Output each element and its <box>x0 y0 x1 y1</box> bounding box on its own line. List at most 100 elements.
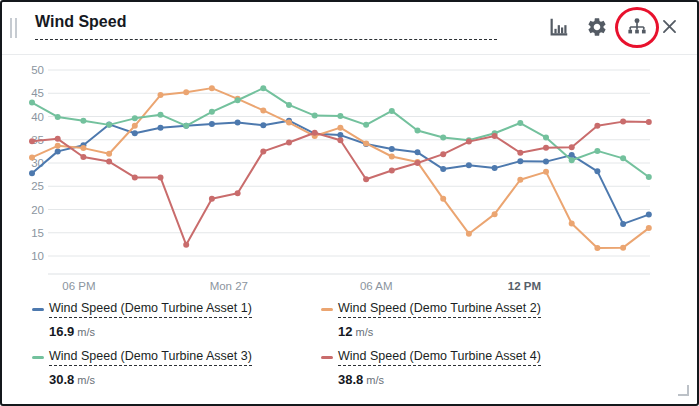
data-point <box>80 145 86 151</box>
data-point <box>517 150 523 156</box>
chart-type-button[interactable] <box>547 16 571 40</box>
data-point <box>569 144 575 150</box>
data-point <box>132 174 138 180</box>
legend-item-asset-2: Wind Speed (Demo Turbine Asset 2) 12m/s <box>321 301 610 340</box>
resize-handle-icon[interactable] <box>678 385 689 396</box>
legend-item-asset-1: Wind Speed (Demo Turbine Asset 1) 16.9m/… <box>32 301 321 340</box>
data-point <box>363 122 369 128</box>
data-point <box>183 123 189 129</box>
data-point <box>260 85 266 91</box>
x-axis-tick-label: Mon 27 <box>210 280 248 292</box>
data-point <box>363 140 369 146</box>
data-point <box>337 132 343 138</box>
gear-icon <box>586 16 608 41</box>
data-point <box>543 134 549 140</box>
data-point <box>286 140 292 146</box>
data-point <box>440 151 446 157</box>
data-point <box>183 89 189 95</box>
data-point <box>209 121 215 127</box>
widget-toolbar <box>547 2 681 54</box>
data-point <box>389 146 395 152</box>
data-point <box>337 125 343 131</box>
chart-canvas[interactable]: 10152025303540455006 PMMon 2706 AM12 PM <box>18 57 682 299</box>
y-axis-tick-label: 25 <box>31 180 44 192</box>
legend-item-asset-3: Wind Speed (Demo Turbine Asset 3) 30.8m/… <box>32 349 321 388</box>
legend-unit: m/s <box>77 374 95 386</box>
data-point <box>29 154 35 160</box>
data-point <box>363 176 369 182</box>
legend-label: Wind Speed (Demo Turbine Asset 4) <box>338 349 541 366</box>
legend-unit: m/s <box>77 326 95 338</box>
data-point <box>646 225 652 231</box>
data-point <box>312 113 318 119</box>
data-point <box>646 212 652 218</box>
data-point <box>620 245 626 251</box>
series-color-dash <box>32 356 44 359</box>
wind-speed-widget: Wind Speed <box>0 0 699 406</box>
data-point <box>55 143 61 149</box>
data-point <box>517 120 523 126</box>
data-point <box>594 168 600 174</box>
data-point <box>620 221 626 227</box>
data-point <box>594 245 600 251</box>
data-point <box>29 100 35 106</box>
data-point <box>29 170 35 176</box>
data-point <box>260 122 266 128</box>
data-point <box>132 130 138 136</box>
data-point <box>492 211 498 217</box>
tree-icon <box>626 16 648 41</box>
data-point <box>55 136 61 142</box>
data-point <box>158 112 164 118</box>
series-color-dash <box>321 356 333 359</box>
data-point <box>106 151 112 157</box>
asset-tree-button-wrap <box>615 6 659 50</box>
data-point <box>569 220 575 226</box>
data-point <box>389 153 395 159</box>
data-point <box>312 130 318 136</box>
legend-label: Wind Speed (Demo Turbine Asset 1) <box>49 301 252 318</box>
y-axis-tick-label: 15 <box>31 227 44 239</box>
data-point <box>55 148 61 154</box>
legend-value: 30.8 <box>49 372 74 387</box>
data-point <box>132 115 138 121</box>
data-point <box>158 174 164 180</box>
title-underline: Wind Speed <box>35 12 497 40</box>
data-point <box>492 165 498 171</box>
legend-value: 12 <box>338 324 352 339</box>
data-point <box>158 125 164 131</box>
data-point <box>29 138 35 144</box>
data-point <box>543 145 549 151</box>
data-point <box>337 113 343 119</box>
data-point <box>620 119 626 125</box>
data-point <box>55 114 61 120</box>
data-point <box>646 119 652 125</box>
y-axis-tick-label: 50 <box>31 64 44 76</box>
bar-chart-icon <box>548 16 570 41</box>
y-axis-tick-label: 20 <box>31 204 44 216</box>
close-button[interactable] <box>657 16 681 40</box>
data-point <box>415 149 421 155</box>
data-point <box>337 137 343 143</box>
data-point <box>594 123 600 129</box>
data-point <box>80 118 86 124</box>
data-point <box>286 102 292 108</box>
data-point <box>209 85 215 91</box>
drag-handle-icon[interactable] <box>10 18 18 38</box>
settings-button[interactable] <box>585 16 609 40</box>
asset-tree-button[interactable] <box>625 16 649 40</box>
close-icon <box>660 17 679 39</box>
series-color-dash <box>321 308 333 311</box>
data-point <box>440 134 446 140</box>
y-axis-tick-label: 10 <box>31 250 44 262</box>
data-point <box>415 127 421 133</box>
data-point <box>260 148 266 154</box>
data-point <box>440 166 446 172</box>
data-point <box>492 133 498 139</box>
y-axis-tick-label: 45 <box>31 87 44 99</box>
legend-unit: m/s <box>355 326 373 338</box>
data-point <box>235 120 241 126</box>
y-axis-tick-label: 40 <box>31 111 44 123</box>
data-point <box>209 196 215 202</box>
x-axis-tick-label: 12 PM <box>508 280 541 292</box>
data-point <box>209 109 215 115</box>
